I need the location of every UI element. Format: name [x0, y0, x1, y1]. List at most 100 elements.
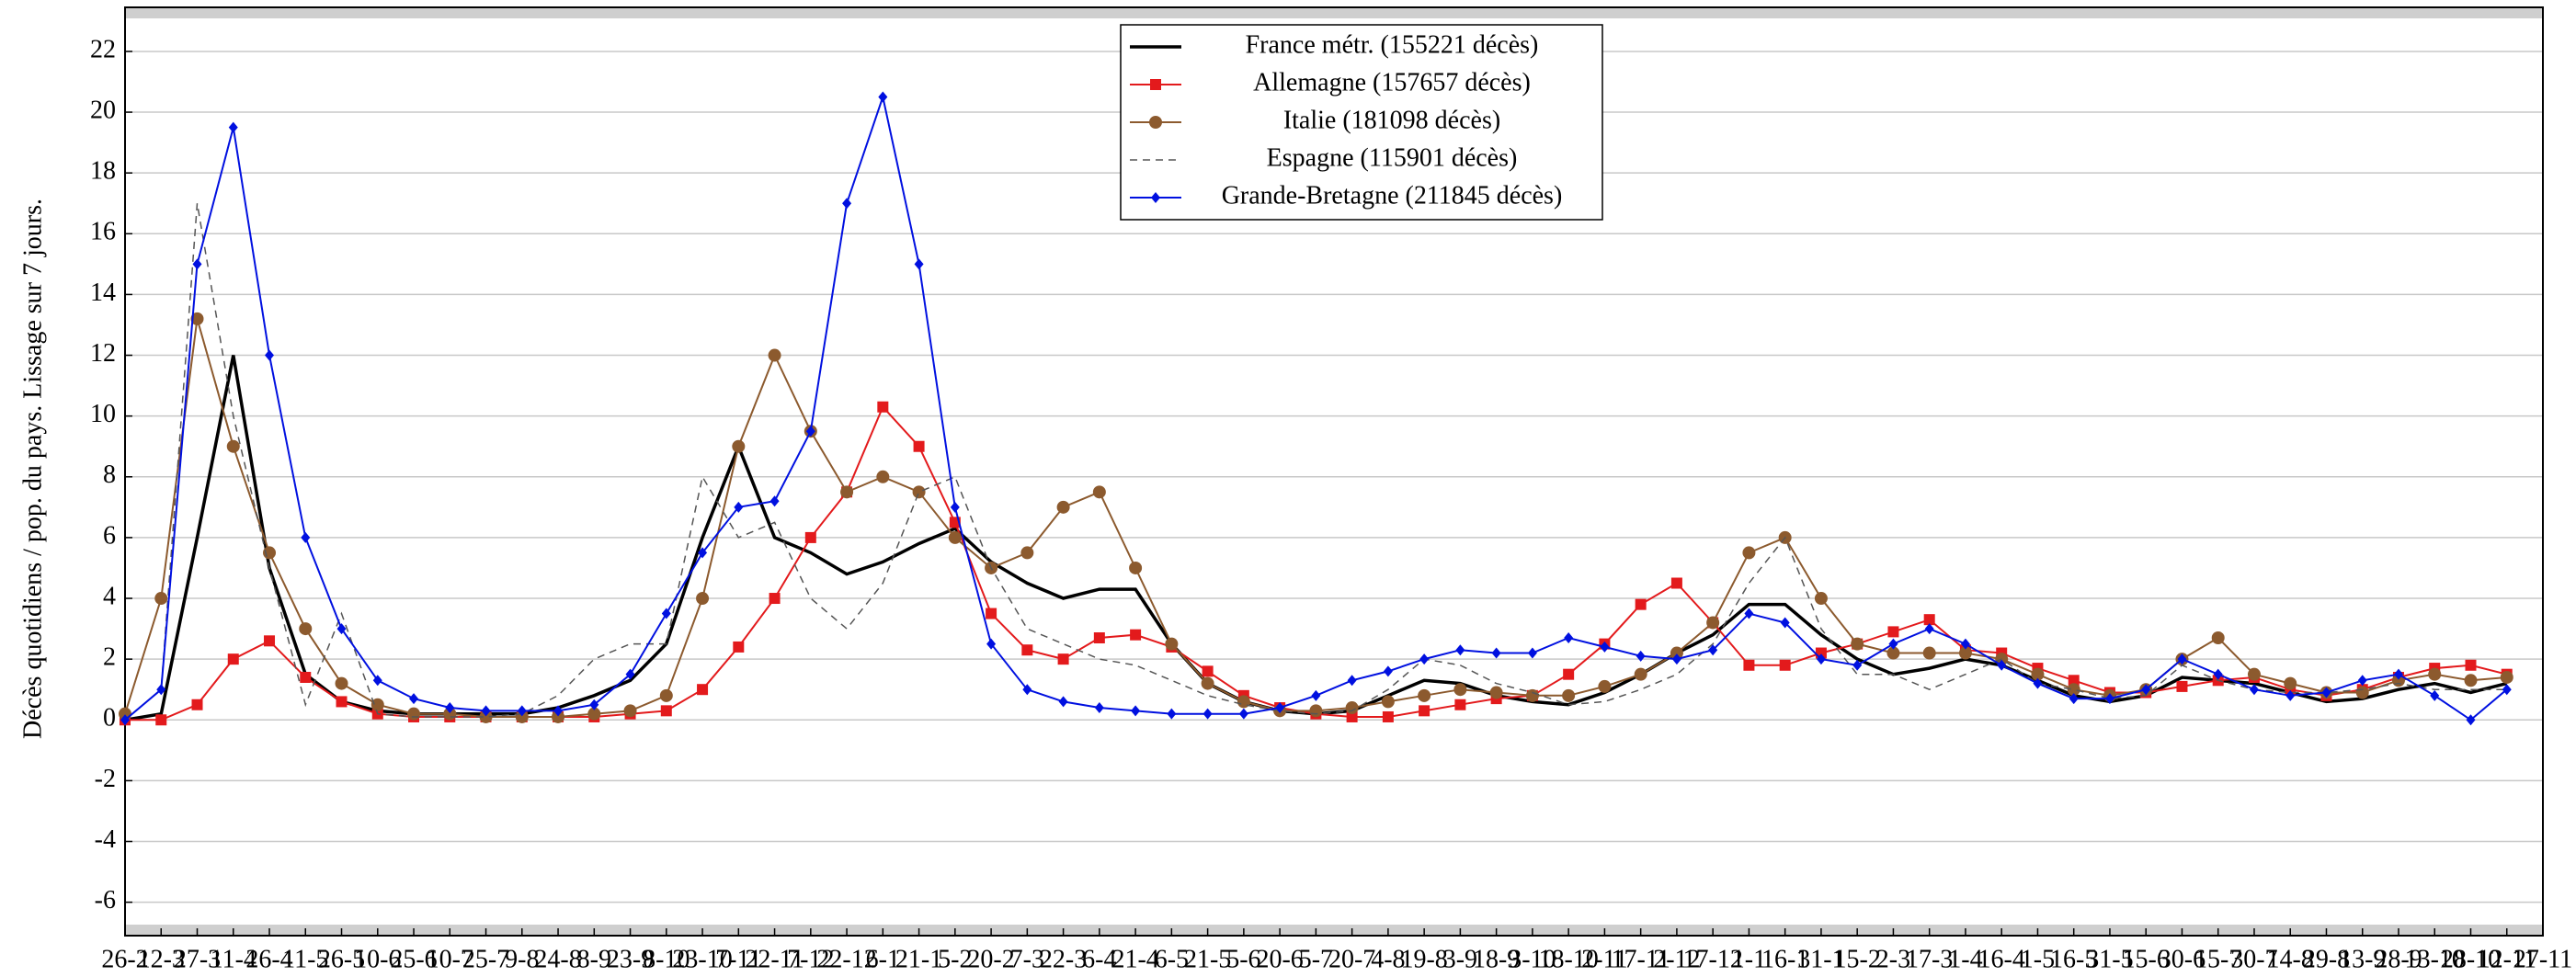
x-tick-label: 17-11	[1612, 945, 1670, 973]
marker	[842, 198, 852, 210]
marker	[2321, 687, 2331, 699]
marker	[154, 592, 168, 606]
x-tick-label: 5-7	[1299, 945, 1333, 973]
marker	[156, 684, 166, 696]
marker	[2033, 677, 2043, 689]
x-tick-label: 26-5	[318, 945, 365, 973]
marker	[370, 698, 384, 711]
x-tick-label: 21-5	[1184, 945, 1231, 973]
legend-box	[1120, 24, 1603, 221]
x-tick-label: 7-12	[787, 945, 834, 973]
marker	[1743, 659, 1755, 671]
marker	[1418, 688, 1431, 702]
x-tick-label: 22-3	[1040, 945, 1087, 973]
marker	[1453, 683, 1467, 697]
marker	[409, 693, 419, 705]
marker	[191, 699, 203, 710]
marker	[768, 348, 781, 362]
marker	[336, 623, 347, 635]
marker	[336, 696, 348, 708]
x-tick-label: 24-8	[534, 945, 581, 973]
marker	[265, 349, 275, 361]
x-tick-label: 2-3	[1876, 945, 1910, 973]
marker	[1708, 644, 1718, 656]
marker	[335, 676, 348, 690]
x-tick-label: 28-10	[2441, 945, 2501, 973]
marker	[1094, 702, 1104, 714]
marker	[2247, 667, 2261, 681]
x-tick-label: 5-2	[938, 945, 972, 973]
marker	[1636, 650, 1646, 662]
y-tick-label: -6	[95, 886, 116, 915]
marker	[1056, 500, 1070, 514]
x-tick-label: 22-11	[745, 945, 804, 973]
x-tick-label: 20-7	[1328, 945, 1375, 973]
marker	[1383, 665, 1393, 677]
x-tick-label: 4-8	[1371, 945, 1405, 973]
legend-label: Grande-Bretagne (211845 décès)	[1222, 181, 1563, 210]
x-tick-label: 15-7	[2194, 945, 2241, 973]
y-axis-label: Décès quotidiens / pop. du pays. Lissage…	[18, 199, 47, 739]
marker	[1525, 688, 1539, 702]
marker	[1309, 704, 1323, 718]
marker	[2500, 670, 2513, 684]
x-tick-label: 18-10	[1538, 945, 1598, 973]
marker	[840, 485, 854, 499]
marker	[2357, 675, 2367, 687]
legend-label: Italie (181098 décès)	[1283, 106, 1500, 134]
x-tick-label: 16-5	[2050, 945, 2097, 973]
marker	[300, 671, 312, 683]
marker	[1742, 546, 1756, 560]
marker	[1851, 637, 1864, 651]
marker	[1131, 705, 1141, 717]
marker	[986, 608, 997, 619]
marker	[1311, 689, 1321, 701]
x-tick-label: 9-8	[505, 945, 539, 973]
x-tick-label: 5-6	[1226, 945, 1260, 973]
marker	[1997, 659, 2007, 671]
marker	[2249, 684, 2259, 696]
marker	[2069, 693, 2079, 705]
marker	[1419, 705, 1430, 717]
x-tick-label: 15-2	[1834, 945, 1881, 973]
marker	[2068, 675, 2080, 687]
marker	[986, 638, 997, 650]
marker	[481, 705, 491, 717]
marker	[1129, 561, 1143, 574]
marker	[227, 653, 239, 665]
marker	[1923, 614, 1935, 626]
marker	[2141, 684, 2151, 696]
y-tick-label: -4	[95, 825, 116, 854]
marker	[1779, 659, 1791, 671]
series	[120, 91, 2512, 726]
marker	[1346, 710, 1358, 722]
bottom-band	[125, 925, 2543, 936]
marker	[625, 668, 635, 680]
marker	[2464, 674, 2478, 687]
marker	[769, 495, 780, 507]
x-tick-label: 27-11	[2513, 945, 2572, 973]
x-tick-label: 29-8	[2303, 945, 2350, 973]
x-tick-label: 12-3	[138, 945, 185, 973]
marker	[587, 707, 601, 721]
x-tick-label: 20-6	[1256, 945, 1303, 973]
marker	[912, 485, 926, 499]
marker	[659, 688, 673, 702]
marker	[2502, 684, 2512, 696]
marker	[1852, 659, 1863, 671]
marker	[1455, 644, 1465, 656]
series	[124, 203, 2507, 721]
marker	[1347, 675, 1357, 687]
x-tick-label: 11-5	[282, 945, 328, 973]
x-tick-label: 21-4	[1111, 945, 1158, 973]
x-tick-label: 14-8	[2267, 945, 2314, 973]
marker	[696, 592, 710, 606]
marker	[226, 439, 240, 453]
x-tick-label: 16-1	[1761, 945, 1808, 973]
marker	[1093, 632, 1105, 644]
x-tick-label: 6-4	[1082, 945, 1116, 973]
x-tick-label: 31-1	[1797, 945, 1844, 973]
x-tick-label: 12-11	[2478, 945, 2536, 973]
x-tick-label: 1-4	[1948, 945, 1982, 973]
